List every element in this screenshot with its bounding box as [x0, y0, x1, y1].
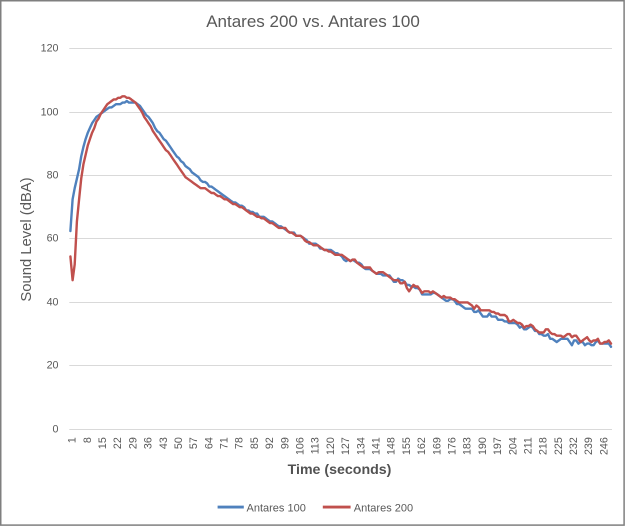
svg-text:162: 162 [416, 437, 428, 455]
svg-text:92: 92 [264, 437, 276, 449]
svg-text:50: 50 [173, 437, 185, 449]
svg-text:80: 80 [47, 169, 59, 181]
svg-text:36: 36 [143, 437, 155, 449]
svg-text:190: 190 [477, 437, 489, 455]
svg-text:64: 64 [203, 437, 215, 449]
svg-text:Antares 200 vs. Antares 100: Antares 200 vs. Antares 100 [206, 12, 420, 31]
svg-text:183: 183 [462, 437, 474, 455]
svg-text:Antares 100: Antares 100 [247, 502, 306, 514]
svg-text:43: 43 [158, 437, 170, 449]
svg-text:71: 71 [219, 437, 231, 449]
svg-text:Antares 200: Antares 200 [354, 502, 413, 514]
svg-text:113: 113 [310, 437, 322, 454]
svg-text:Time (seconds): Time (seconds) [288, 462, 392, 478]
svg-text:40: 40 [47, 296, 59, 308]
svg-text:57: 57 [188, 437, 200, 449]
svg-text:Sound Level (dBA): Sound Level (dBA) [19, 177, 35, 301]
svg-text:148: 148 [386, 437, 398, 455]
svg-text:134: 134 [355, 437, 367, 455]
svg-text:85: 85 [249, 437, 261, 449]
svg-text:127: 127 [340, 437, 352, 455]
svg-text:218: 218 [538, 437, 550, 455]
svg-text:120: 120 [325, 437, 337, 455]
svg-text:141: 141 [370, 437, 382, 455]
svg-text:197: 197 [492, 437, 504, 455]
svg-text:169: 169 [431, 437, 443, 455]
svg-text:204: 204 [507, 437, 519, 455]
svg-text:211: 211 [522, 437, 534, 454]
svg-text:155: 155 [401, 437, 413, 455]
svg-text:246: 246 [598, 437, 610, 455]
svg-text:239: 239 [583, 437, 595, 455]
svg-text:0: 0 [53, 423, 59, 435]
svg-text:22: 22 [112, 437, 124, 449]
svg-text:20: 20 [47, 359, 59, 371]
svg-text:176: 176 [446, 437, 458, 455]
svg-text:99: 99 [279, 437, 291, 449]
svg-text:8: 8 [82, 437, 94, 443]
svg-text:232: 232 [568, 437, 580, 455]
svg-text:15: 15 [97, 437, 109, 449]
svg-text:78: 78 [234, 437, 246, 449]
svg-text:120: 120 [41, 42, 59, 54]
svg-text:106: 106 [295, 437, 307, 455]
svg-text:60: 60 [47, 232, 59, 244]
svg-text:100: 100 [41, 106, 59, 118]
svg-text:29: 29 [127, 437, 139, 449]
svg-text:1: 1 [67, 437, 79, 443]
svg-text:225: 225 [553, 437, 565, 455]
